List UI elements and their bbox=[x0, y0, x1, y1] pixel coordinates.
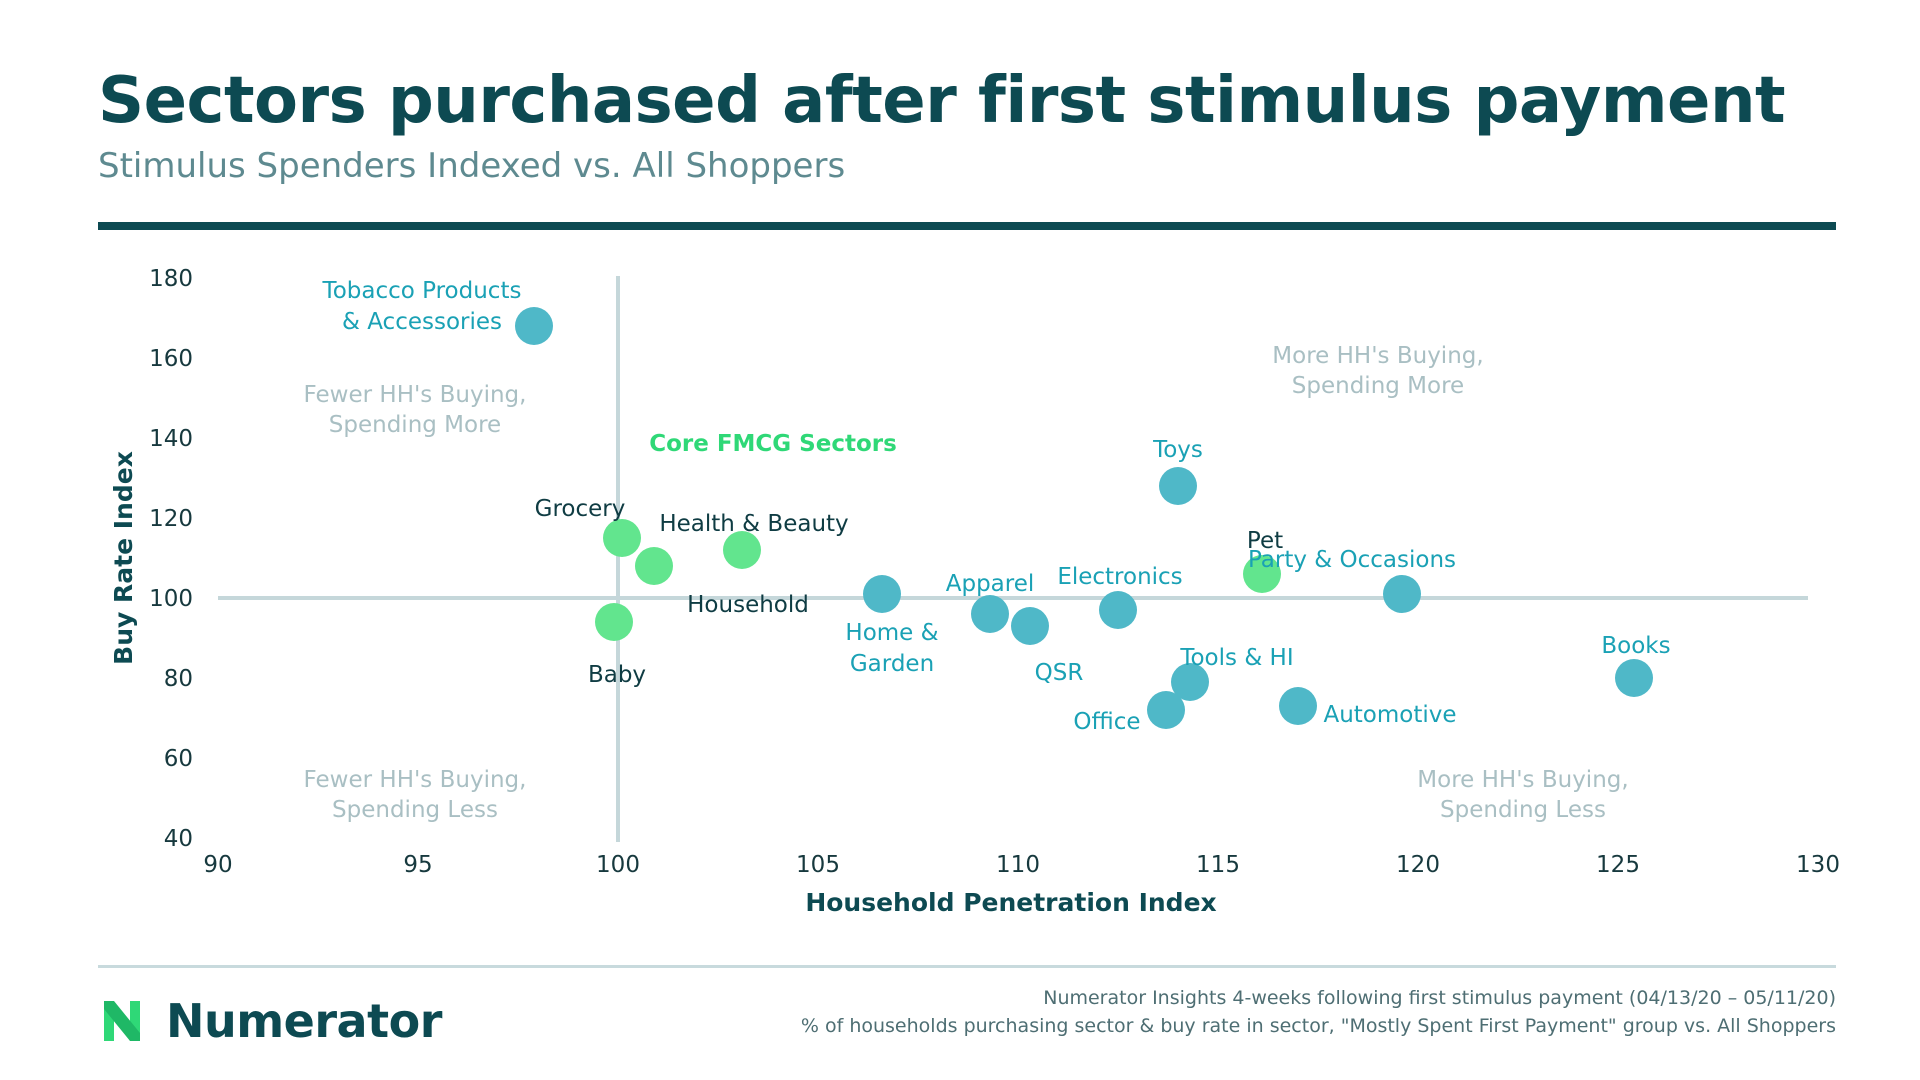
point-label: Home & Garden bbox=[845, 620, 938, 677]
x-axis-label: Household Penetration Index bbox=[805, 888, 1216, 917]
quadrant-label-top-left: Fewer HH's Buying, Spending More bbox=[304, 382, 527, 438]
source-note: Numerator Insights 4-weeks following fir… bbox=[801, 984, 1836, 1040]
scatter-chart: Fewer HH's Buying, Spending More More HH's… bbox=[109, 266, 1840, 917]
point-tools-hi bbox=[1171, 663, 1209, 701]
source-line-1: Numerator Insights 4-weeks following fir… bbox=[1043, 987, 1836, 1009]
x-tick-label: 105 bbox=[796, 852, 840, 878]
chart-subtitle: Stimulus Spenders Indexed vs. All Shoppe… bbox=[98, 146, 846, 186]
point-home-garden bbox=[863, 575, 901, 613]
x-tick-label: 125 bbox=[1596, 852, 1640, 878]
point-label: Household bbox=[687, 592, 809, 618]
data-points bbox=[515, 307, 1653, 729]
point-label: Health & Beauty bbox=[659, 511, 848, 537]
x-tick-label: 95 bbox=[403, 852, 432, 878]
point-label: Apparel bbox=[946, 571, 1035, 597]
core-fmcg-annotation: Core FMCG Sectors bbox=[649, 431, 897, 457]
source-line-2: % of households purchasing sector & buy … bbox=[800, 1015, 1836, 1037]
y-tick-label: 180 bbox=[149, 266, 193, 292]
x-tick-label: 120 bbox=[1396, 852, 1440, 878]
point-label: Tools & HI bbox=[1179, 645, 1293, 671]
point-party-occasions bbox=[1383, 575, 1421, 613]
point-qsr bbox=[1011, 607, 1049, 645]
chart-title: Sectors purchased after first stimulus p… bbox=[98, 64, 1786, 138]
y-tick-label: 80 bbox=[164, 666, 193, 692]
brand-logo: Numerator bbox=[96, 994, 442, 1048]
axes: 90 95 100 105 110 115 120 125 130 40 60 80 100 120 140… bbox=[109, 266, 1840, 917]
point-label: Party & Occasions bbox=[1248, 547, 1456, 573]
point-toys bbox=[1159, 467, 1197, 505]
point-label: Pet bbox=[1247, 528, 1283, 554]
numerator-logo-icon bbox=[104, 1001, 140, 1041]
point-office bbox=[1147, 691, 1185, 729]
point-label: Toys bbox=[1152, 437, 1203, 463]
footer-divider bbox=[98, 965, 1836, 968]
point-labels: Tobacco Products & Accessories Grocery Hous… bbox=[322, 278, 1671, 735]
point-grocery bbox=[603, 519, 641, 557]
point-pet bbox=[1243, 555, 1281, 593]
point-apparel bbox=[971, 595, 1009, 633]
point-books bbox=[1615, 659, 1653, 697]
point-label: Electronics bbox=[1057, 564, 1182, 590]
y-tick-label: 120 bbox=[149, 506, 193, 532]
point-label: Tobacco Products & Accessories bbox=[322, 278, 522, 335]
title-divider bbox=[98, 222, 1836, 230]
quadrant-label-bottom-right: More HH's Buying, Spending Less bbox=[1417, 767, 1628, 823]
brand-name: Numerator bbox=[166, 994, 442, 1048]
point-label: Automotive bbox=[1323, 702, 1456, 728]
point-label: Office bbox=[1073, 709, 1140, 735]
point-household bbox=[635, 547, 673, 585]
x-tick-label: 110 bbox=[996, 852, 1040, 878]
y-tick-label: 140 bbox=[149, 426, 193, 452]
point-baby bbox=[595, 603, 633, 641]
point-health-beauty bbox=[723, 531, 761, 569]
y-tick-label: 60 bbox=[164, 746, 193, 772]
point-tobacco-products-accessories bbox=[515, 307, 553, 345]
y-axis-label: Buy Rate Index bbox=[109, 451, 138, 665]
point-label: Books bbox=[1601, 633, 1670, 659]
y-tick-label: 160 bbox=[149, 346, 193, 372]
y-tick-label: 40 bbox=[164, 826, 193, 852]
point-electronics bbox=[1099, 591, 1137, 629]
x-tick-label: 90 bbox=[203, 852, 232, 878]
x-tick-label: 130 bbox=[1796, 852, 1840, 878]
quadrant-label-top-right: More HH's Buying, Spending More bbox=[1272, 343, 1483, 399]
y-tick-label: 100 bbox=[149, 586, 193, 612]
x-tick-label: 115 bbox=[1196, 852, 1240, 878]
reference-lines bbox=[218, 276, 1808, 842]
point-label: Grocery bbox=[535, 496, 626, 522]
x-tick-label: 100 bbox=[596, 852, 640, 878]
point-label: QSR bbox=[1035, 660, 1084, 686]
point-label: Baby bbox=[588, 662, 646, 688]
quadrant-labels: Fewer HH's Buying, Spending More More HH's… bbox=[304, 343, 1629, 823]
quadrant-label-bottom-left: Fewer HH's Buying, Spending Less bbox=[304, 767, 527, 823]
point-automotive bbox=[1279, 687, 1317, 725]
